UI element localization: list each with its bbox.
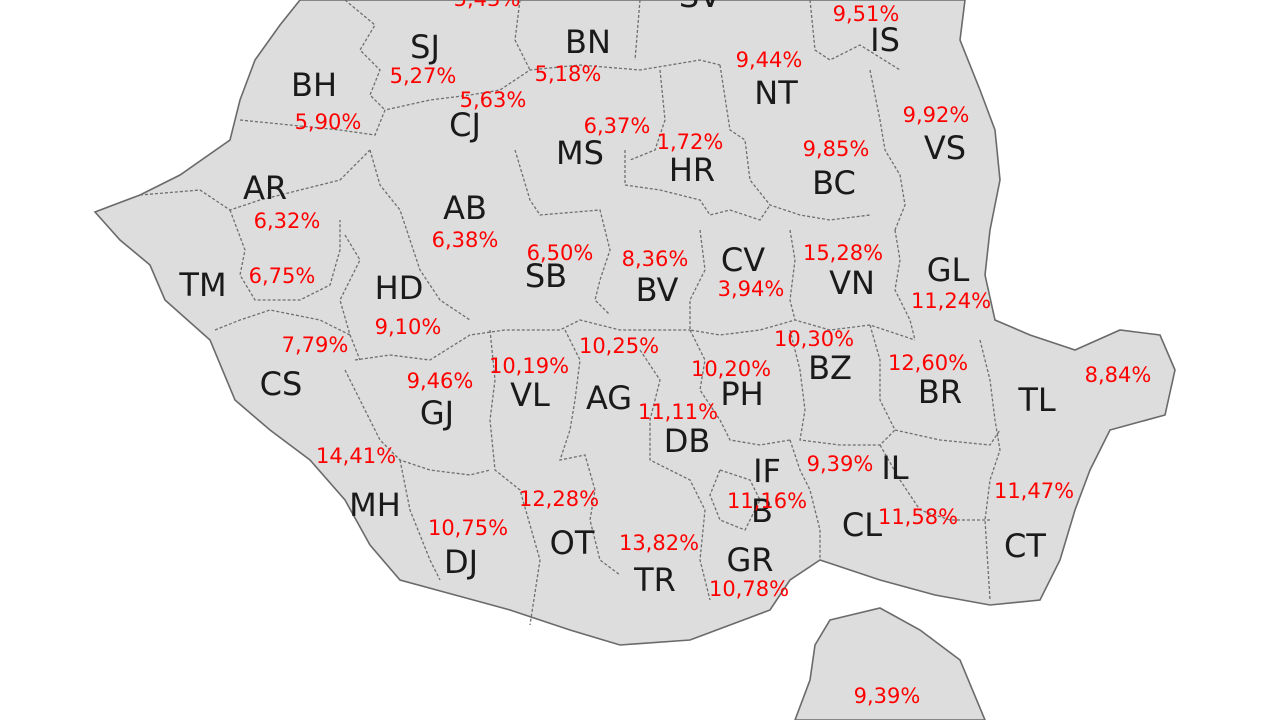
county-code: TM [178, 266, 226, 304]
county-value: 9,85% [803, 137, 870, 161]
county-value: 9,51% [833, 2, 900, 26]
county-code: BN [565, 23, 611, 61]
county-code: BC [812, 164, 856, 202]
county-value: 8,36% [622, 247, 689, 271]
county-code: TR [633, 561, 676, 599]
county-value: 10,25% [579, 334, 659, 358]
county-value: 5,90% [295, 110, 362, 134]
county-value: 11,47% [994, 479, 1074, 503]
county-value: 5,27% [390, 64, 457, 88]
county-value: 8,84% [1085, 363, 1152, 387]
county-code: MS [556, 134, 604, 172]
county-code: HR [669, 151, 715, 189]
county-value: 9,39% [854, 684, 921, 708]
county-code: BV [636, 271, 679, 309]
country-outline [93, 0, 1176, 646]
county-code: VL [510, 376, 550, 414]
county-value: 6,37% [584, 114, 651, 138]
county-code: CT [1004, 527, 1046, 565]
county-value: 9,92% [903, 103, 970, 127]
county-value: 9,44% [736, 48, 803, 72]
county-code: SB [525, 257, 567, 295]
county-value: 9,46% [407, 369, 474, 393]
southern-region-outline [794, 607, 986, 720]
county-code: GJ [420, 394, 454, 432]
county-value: 12,28% [519, 487, 599, 511]
county-value: 1,72% [657, 130, 724, 154]
county-code: IS [870, 21, 900, 59]
county-value: 9,10% [375, 315, 442, 339]
county-code: BR [918, 373, 962, 411]
county-code: HD [375, 269, 424, 307]
county-value: 6,75% [249, 264, 316, 288]
county-value: 10,20% [691, 357, 771, 381]
county-value: 6,32% [254, 209, 321, 233]
county-code: SJ [410, 28, 440, 66]
county-code: VN [829, 264, 875, 302]
county-value: 5,18% [535, 62, 602, 86]
county-code: NT [754, 74, 798, 112]
county-value: 12,60% [888, 351, 968, 375]
county-value: 5,43% [454, 0, 521, 11]
county-code: CJ [449, 106, 481, 144]
county-value: 9,39% [807, 452, 874, 476]
county-borders [139, 0, 1001, 626]
county-code: SV [679, 0, 721, 15]
county-value: 10,75% [428, 516, 508, 540]
county-code: CV [721, 241, 765, 279]
county-code: DB [664, 422, 711, 460]
county-code: VS [924, 129, 966, 167]
county-value: 11,11% [638, 400, 718, 424]
county-code: CL [842, 506, 882, 544]
county-value: 3,94% [718, 277, 785, 301]
county-values: 5,43% 9,51% 5,27% 5,18% 5,90% 5,63% 9,44… [249, 0, 1152, 708]
county-code: PH [720, 375, 763, 413]
county-code: OT [550, 524, 595, 562]
county-code: BH [291, 66, 337, 104]
county-value: 15,28% [803, 241, 883, 265]
county-value: 11,58% [878, 505, 958, 529]
county-code: AR [243, 169, 287, 207]
county-labels: SV IS SJ BN BH CJ NT VS MS HR BC AR AB S… [178, 0, 1055, 599]
county-value: 10,19% [489, 354, 569, 378]
county-value: 11,16% [727, 489, 807, 513]
county-code: AG [586, 379, 632, 417]
county-code: GL [927, 251, 970, 289]
county-value: 10,78% [709, 577, 789, 601]
county-value: 5,63% [460, 88, 527, 112]
county-value: 7,79% [282, 333, 349, 357]
county-code: AB [443, 189, 487, 227]
county-code: IL [881, 449, 908, 487]
county-code: CS [260, 365, 303, 403]
county-value: 13,82% [619, 531, 699, 555]
county-value: 6,38% [432, 228, 499, 252]
county-code: B [751, 492, 773, 530]
county-code: DJ [444, 543, 478, 581]
county-code: GR [726, 541, 773, 579]
county-value: 11,24% [911, 289, 991, 313]
county-code: MH [349, 486, 401, 524]
county-value: 14,41% [316, 444, 396, 468]
county-value: 6,50% [527, 241, 594, 265]
county-value: 10,30% [774, 327, 854, 351]
county-code: BZ [808, 349, 852, 387]
county-code: TL [1017, 381, 1056, 419]
county-code: IF [753, 452, 781, 490]
